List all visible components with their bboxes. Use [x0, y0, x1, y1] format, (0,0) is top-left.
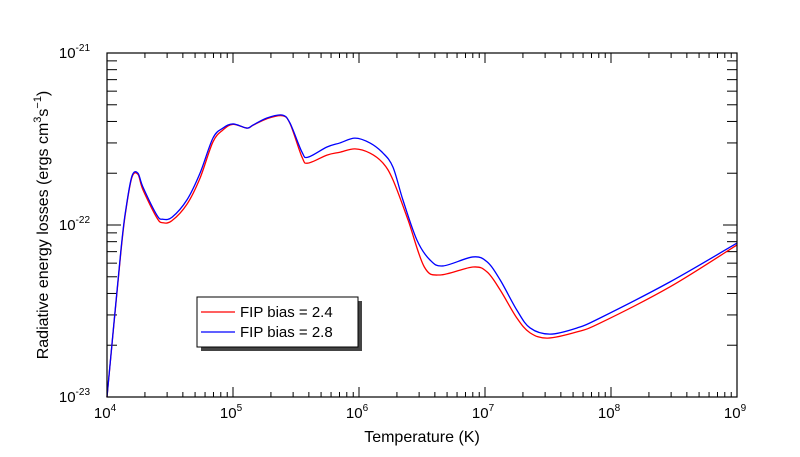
- x-tick-label: 104: [94, 403, 117, 422]
- x-tick-label: 109: [724, 403, 747, 422]
- legend-label-fip-2-4: FIP bias = 2.4: [240, 304, 333, 321]
- plot-frame: [106, 52, 738, 398]
- y-tick-label: 10-21: [59, 43, 91, 62]
- legend: FIP bias = 2.4 FIP bias = 2.8: [196, 296, 362, 351]
- x-tick-label: 107: [472, 403, 495, 422]
- legend-box: [196, 296, 359, 348]
- x-tick-label: 106: [346, 403, 369, 422]
- y-tick-label: 10-23: [59, 387, 91, 406]
- y-tick-labels: 10-23 10-22 10-21: [59, 43, 91, 406]
- x-tick-labels: 104 105 106 107 108 109: [94, 403, 747, 422]
- x-axis-label: Temperature (K): [364, 429, 480, 446]
- y-tick-label: 10-22: [59, 215, 91, 234]
- series-line-1: [106, 114, 738, 398]
- legend-label-fip-2-8: FIP bias = 2.8: [240, 324, 333, 341]
- series-line-0: [106, 114, 738, 398]
- axis-ticks: [106, 52, 738, 398]
- x-tick-label: 108: [598, 403, 621, 422]
- plot-series: [106, 114, 738, 398]
- y-axis-label: Radiative energy losses (ergs cm3s−1): [32, 91, 52, 360]
- x-tick-label: 105: [220, 403, 243, 422]
